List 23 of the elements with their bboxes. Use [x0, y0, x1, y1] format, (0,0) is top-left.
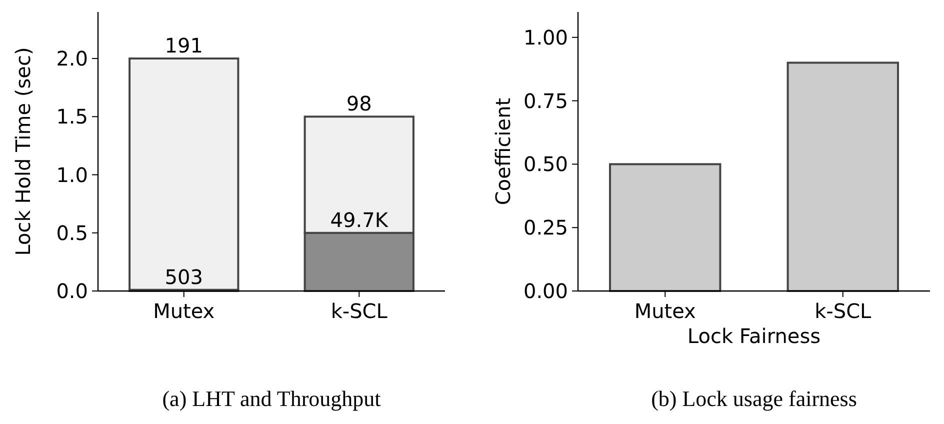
annotation: 98: [346, 92, 372, 116]
y-tick-label: 0.0: [56, 279, 88, 303]
x-tick-label: k-SCL: [330, 299, 388, 323]
x-tick-label: k-SCL: [814, 299, 872, 323]
y-tick-label: 0.50: [523, 152, 568, 176]
annotation: 49.7K: [330, 208, 389, 232]
y-tick-label: 1.5: [56, 104, 88, 129]
y-tick-label: 1.00: [523, 25, 568, 50]
x-tick-label: Mutex: [634, 299, 696, 323]
y-axis-title: Coefficient: [491, 98, 515, 206]
annotation: 191: [164, 34, 203, 58]
y-tick-label: 0.5: [56, 220, 88, 245]
y-tick-label: 1.0: [56, 162, 88, 187]
x-axis-title: Lock Fairness: [687, 324, 821, 348]
x-tick-label: Mutex: [153, 299, 215, 323]
y-tick-label: 2.0: [56, 46, 88, 70]
y-axis-title: Lock Hold Time (sec): [11, 47, 35, 256]
y-tick-label: 0.00: [523, 279, 568, 303]
y-tick-label: 0.25: [523, 216, 568, 240]
text: (a) LHT and Throughput: [162, 386, 381, 411]
y-tick-label: 0.75: [523, 88, 568, 113]
text: (b) Lock usage fairness: [651, 386, 857, 411]
annotation: 503: [164, 264, 203, 289]
